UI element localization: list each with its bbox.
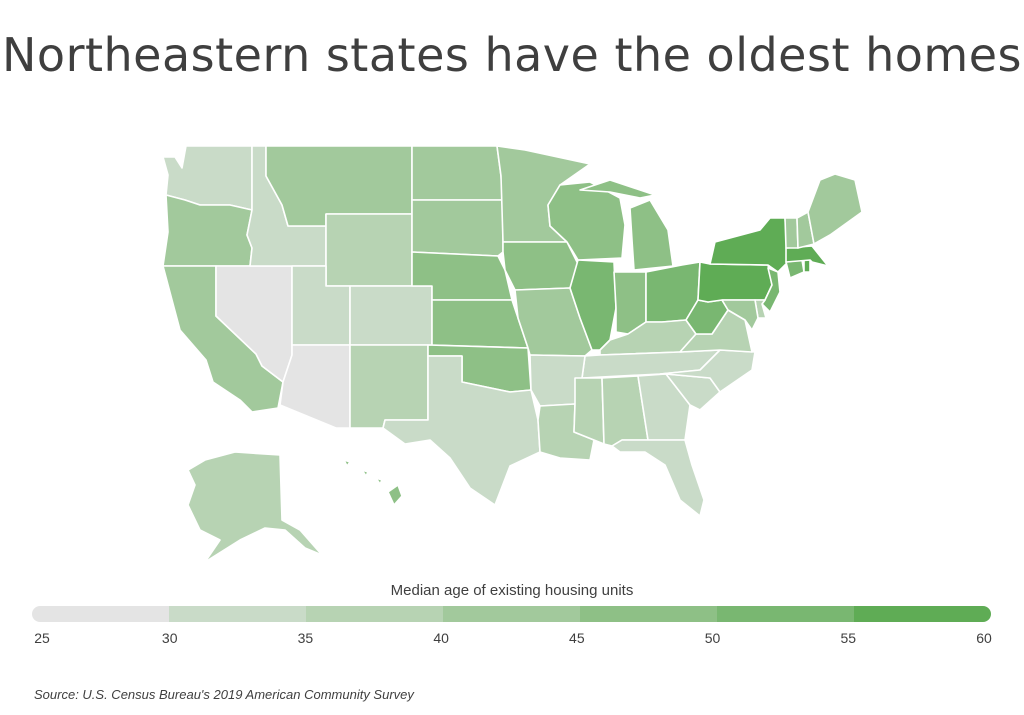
- legend-tick-label: 60: [976, 630, 992, 646]
- legend-segment: [854, 606, 991, 622]
- state-md: [721, 299, 759, 331]
- legend-color-scale: [32, 606, 991, 622]
- legend-segment: [169, 606, 306, 622]
- legend-tick-label: 45: [569, 630, 585, 646]
- state-me: [807, 173, 863, 245]
- state-ri: [803, 259, 811, 273]
- state-vt: [784, 217, 799, 249]
- state-ct: [785, 259, 805, 279]
- state-tx: [382, 355, 541, 506]
- state-ak: [187, 451, 323, 563]
- state-sd: [411, 199, 504, 257]
- state-wy: [325, 213, 413, 287]
- state-ia: [502, 241, 579, 291]
- legend-tick-label: 40: [433, 630, 449, 646]
- state-nj: [761, 267, 781, 313]
- state-ma: [785, 245, 829, 267]
- legend-segment: [32, 606, 169, 622]
- state-nm: [349, 344, 429, 429]
- source-note: Source: U.S. Census Bureau's 2019 Americ…: [34, 687, 414, 702]
- legend-tick-label: 35: [297, 630, 314, 646]
- legend-tick-label: 30: [161, 630, 178, 646]
- legend-tick-label: 25: [34, 630, 50, 646]
- state-co: [349, 285, 433, 346]
- state-pa: [697, 261, 773, 303]
- state-ms: [573, 377, 605, 445]
- state-hi: [343, 459, 403, 506]
- state-nc: [659, 349, 756, 393]
- state-az: [279, 344, 351, 429]
- legend-tick-label: 55: [840, 630, 857, 646]
- legend-segment: [443, 606, 580, 622]
- legend-tick-label: 50: [704, 630, 721, 646]
- map-title: Northeastern states have the oldest home…: [2, 28, 1022, 82]
- state-ks: [431, 299, 529, 349]
- legend-segment: [580, 606, 717, 622]
- legend-segment: [306, 606, 443, 622]
- legend-title: Median age of existing housing units: [390, 582, 634, 599]
- state-ny: [709, 217, 789, 273]
- legend-segment: [717, 606, 854, 622]
- state-fl: [611, 439, 705, 517]
- state-nd: [411, 145, 504, 201]
